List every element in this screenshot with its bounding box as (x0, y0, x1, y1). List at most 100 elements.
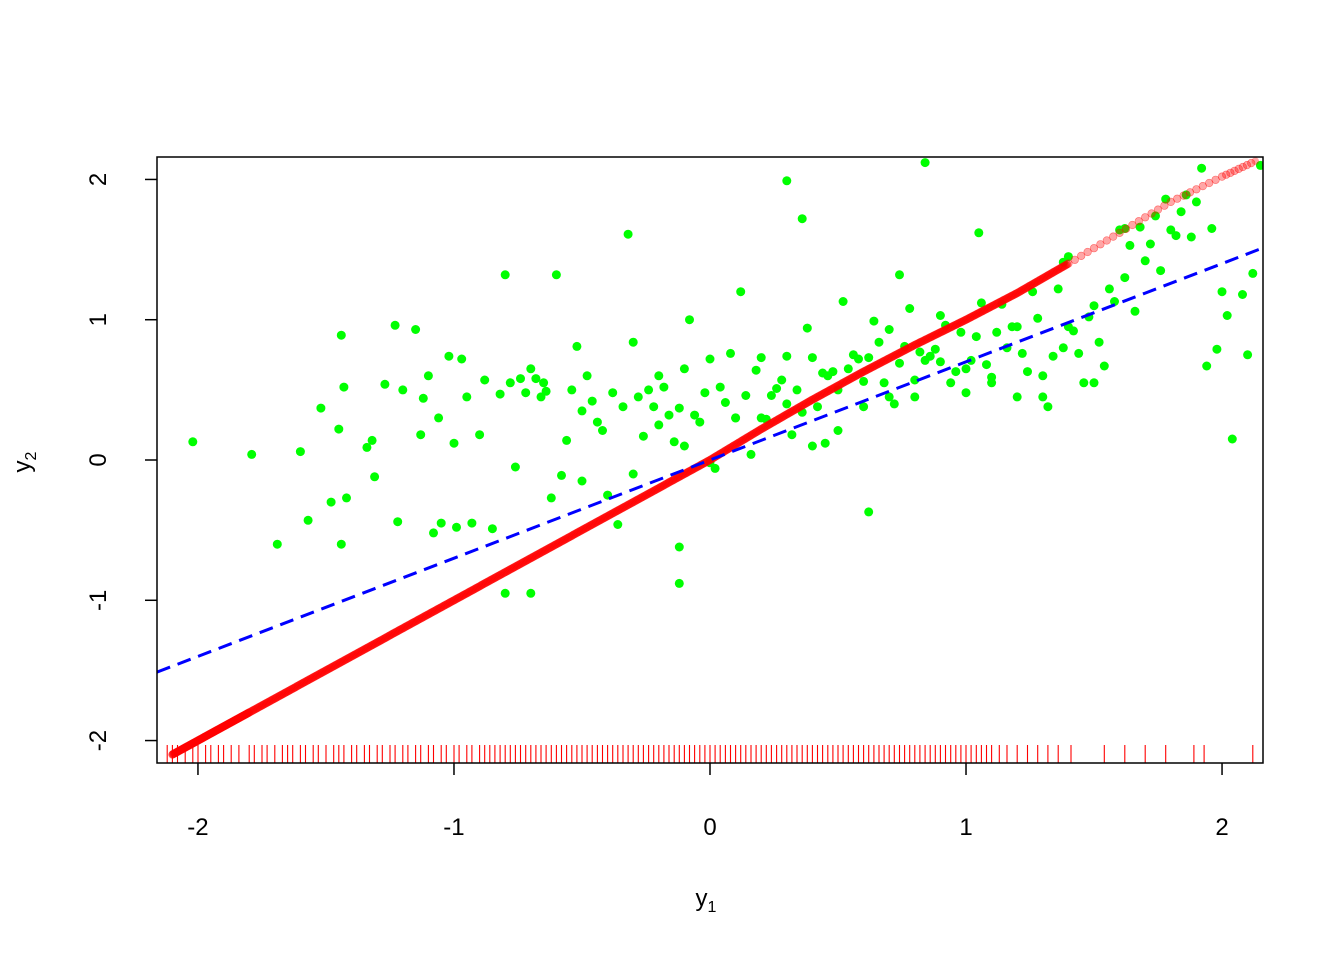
curve-point (658, 481, 667, 491)
curve-point (1062, 260, 1072, 269)
curve-point (1242, 161, 1252, 170)
curve-point (774, 414, 784, 423)
scatter-point (807, 441, 817, 451)
curve-point (530, 551, 539, 561)
curve-point (672, 474, 681, 483)
curve-point (280, 688, 290, 698)
curve-point (296, 680, 305, 689)
scatter-point (843, 364, 853, 374)
curve-point (301, 677, 310, 686)
x-tick-label: 2 (1215, 814, 1228, 841)
curve-point (865, 364, 875, 373)
curve-point (284, 686, 293, 695)
scatter-point (516, 374, 525, 384)
curve-point (455, 593, 464, 602)
curve-point (282, 688, 291, 697)
curve-point (768, 418, 777, 427)
curve-point (661, 480, 670, 489)
curve-point (613, 506, 622, 515)
scatter-point (930, 344, 940, 354)
curve-point (302, 676, 311, 686)
curve-point (319, 667, 328, 676)
curve-point (357, 646, 366, 655)
rug-layer (166, 745, 1254, 763)
curve-point (1013, 289, 1022, 298)
scatter-point (1053, 284, 1063, 294)
curve-point (391, 628, 400, 637)
curve-point (1037, 275, 1046, 284)
scatter-point (1074, 348, 1084, 358)
scatter-point (1089, 301, 1099, 311)
curve-point (616, 505, 625, 514)
curve-point (475, 582, 484, 591)
scatter-point (813, 402, 822, 412)
curve-point (776, 414, 785, 423)
curve-point (350, 650, 359, 660)
scatter-point (1023, 367, 1032, 377)
curve-point (562, 534, 571, 543)
scatter-point (526, 588, 536, 598)
scatter-point (690, 410, 700, 420)
curve-point (443, 599, 452, 608)
curve-point (1025, 281, 1035, 290)
scatter-point (380, 379, 390, 389)
curve-point (375, 636, 384, 646)
curve-point (437, 603, 446, 612)
curve-point (990, 301, 999, 310)
curve-point (998, 296, 1008, 305)
scatter-point (766, 391, 776, 400)
curve-point (646, 488, 656, 497)
scatter-point (910, 375, 920, 385)
curve-point (662, 479, 671, 488)
curve-point (838, 378, 848, 387)
curve-point (327, 663, 336, 672)
curve-point (435, 603, 445, 613)
curve-point (685, 467, 694, 476)
scatter-point (608, 388, 618, 398)
curve-point (1043, 271, 1052, 280)
curve-point (809, 394, 818, 404)
curve-point (415, 615, 424, 624)
scatter-point (751, 365, 761, 375)
curve-point (1047, 269, 1056, 278)
curve-point (951, 320, 960, 329)
curve-point (594, 516, 603, 526)
curve-point (570, 530, 579, 539)
curve-point (398, 624, 407, 633)
curve-point (635, 494, 644, 503)
scatter-point (951, 367, 961, 377)
curve-point (993, 299, 1003, 308)
curve-point (460, 590, 469, 599)
curve-point (987, 302, 996, 311)
curve-point (1222, 170, 1231, 179)
curve-point (311, 671, 320, 681)
curve-point (742, 433, 752, 442)
scatter-point (674, 542, 684, 552)
curve-point (312, 671, 322, 680)
curve-point (552, 540, 561, 549)
curve-point (449, 596, 459, 605)
scatter-point (792, 385, 802, 395)
curve-point (337, 657, 346, 667)
curve-point (465, 587, 474, 597)
scatter-point (864, 507, 874, 517)
scatter-point (685, 315, 694, 325)
scatter-point (434, 413, 444, 423)
curve-point (255, 702, 264, 712)
curve-point (655, 483, 665, 492)
curve-point (975, 308, 985, 317)
scatter-point (598, 426, 607, 435)
curve-point (501, 568, 510, 577)
scatter-point (390, 320, 400, 330)
scatter-point (1125, 240, 1135, 250)
curve-point (273, 692, 282, 702)
curve-point (1060, 261, 1069, 270)
curve-point (288, 684, 297, 693)
curve-point (892, 350, 902, 359)
curve-point (1115, 228, 1124, 237)
curve-point (576, 526, 585, 535)
curve-point (902, 344, 912, 354)
curve-point (764, 420, 774, 429)
scatter-point (475, 430, 485, 440)
curve-point (261, 699, 270, 708)
